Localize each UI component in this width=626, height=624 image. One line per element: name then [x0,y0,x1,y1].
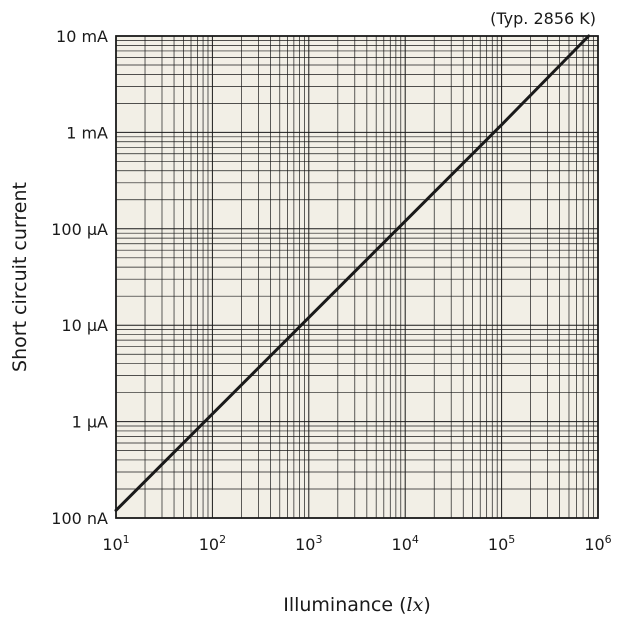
y-tick-label: 1 mA [66,123,108,142]
x-axis-title-text: Illuminance [283,594,393,616]
x-tick-exponent: 5 [508,533,515,546]
x-tick-label: 102 [199,533,226,554]
x-tick-label: 104 [392,533,419,554]
grid-lines [115,35,599,519]
x-axis-title-close-paren: ) [423,594,430,616]
data-series [114,34,591,512]
y-tick-label: 100 μA [51,220,108,239]
x-tick-base: 10 [488,535,508,554]
x-tick-exponent: 4 [412,533,419,546]
x-tick-label: 106 [584,533,611,554]
series-line [114,34,591,512]
y-tick-label: 10 mA [56,27,108,46]
x-tick-base: 10 [295,535,315,554]
y-tick-labels: 100 nA 1 μA 10 μA 100 μA 1 mA 10 mA [51,27,108,528]
x-tick-base: 10 [392,535,412,554]
x-tick-exponent: 6 [605,533,612,546]
x-tick-base: 10 [102,535,122,554]
x-axis-title: Illuminance (lx) [283,594,431,616]
x-axis-title-unit: lx [407,594,424,616]
plot-area [115,35,599,519]
y-tick-label: 100 nA [51,509,108,528]
x-tick-label: 105 [488,533,515,554]
x-tick-label: 103 [295,533,322,554]
x-tick-base: 10 [199,535,219,554]
y-axis-title: Short circuit current [9,182,31,372]
x-axis-title-open-paren: ( [399,594,406,616]
y-tick-label: 10 μA [61,316,108,335]
x-tick-exponent: 3 [315,533,322,546]
x-tick-exponent: 2 [219,533,226,546]
x-tick-labels: 101 102 103 104 105 106 [102,533,611,554]
x-tick-base: 10 [584,535,604,554]
y-tick-label: 1 μA [72,413,108,432]
x-tick-exponent: 1 [123,533,130,546]
plot-border [115,35,599,519]
chart-note: (Typ. 2856 K) [490,9,596,28]
x-tick-label: 101 [102,533,129,554]
